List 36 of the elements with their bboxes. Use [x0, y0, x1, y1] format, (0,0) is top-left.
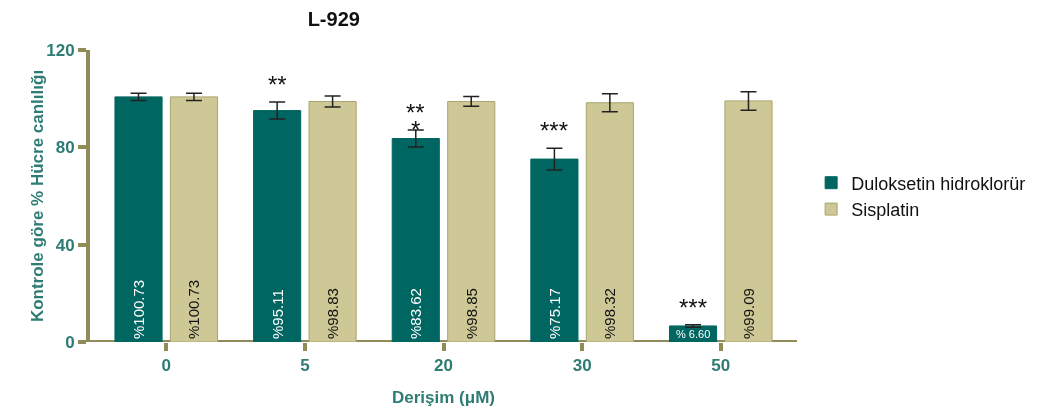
data-label: %98.85: [462, 288, 480, 339]
legend-label: Duloksetin hidroklorür: [851, 173, 1026, 194]
bar: [114, 96, 163, 342]
y-tick-label: 40: [55, 235, 75, 255]
bar: [724, 100, 773, 342]
data-label: %95.11: [268, 289, 286, 339]
bar: [530, 158, 579, 342]
annotation: **: [268, 71, 287, 98]
data-label: %98.83: [324, 288, 342, 339]
annotation: ***: [540, 117, 569, 144]
y-tick-label: 0: [65, 332, 75, 352]
legend-label: Sisplatin: [851, 200, 920, 221]
x-tick-label: 0: [161, 356, 171, 376]
x-tick-label: 20: [434, 356, 453, 376]
x-tick-label: 5: [300, 356, 310, 376]
data-label: %99.09: [739, 288, 757, 339]
data-label: %100.73: [185, 279, 203, 339]
x-tick-label: 50: [711, 356, 731, 376]
bar: [585, 102, 634, 342]
bar: [169, 96, 219, 342]
data-label: %100.73: [130, 279, 148, 339]
data-label: %75.17: [545, 288, 563, 339]
bar: [253, 110, 302, 342]
x-axis-title: Derişim (μM): [392, 388, 495, 407]
bar: [391, 138, 440, 342]
chart-title: L-929: [307, 8, 360, 31]
annotation: ***: [679, 294, 708, 321]
y-tick-label: 120: [46, 40, 75, 60]
data-label: %83.62: [407, 288, 425, 339]
data-label: %98.32: [601, 288, 619, 339]
bar: [447, 100, 496, 342]
bar: [308, 101, 357, 342]
x-tick-label: 30: [572, 356, 592, 376]
data-label: % 6.60: [676, 328, 711, 340]
y-axis-title: Kontrole göre % Hücre canlılığı: [28, 69, 47, 323]
y-tick-label: 80: [55, 138, 75, 158]
